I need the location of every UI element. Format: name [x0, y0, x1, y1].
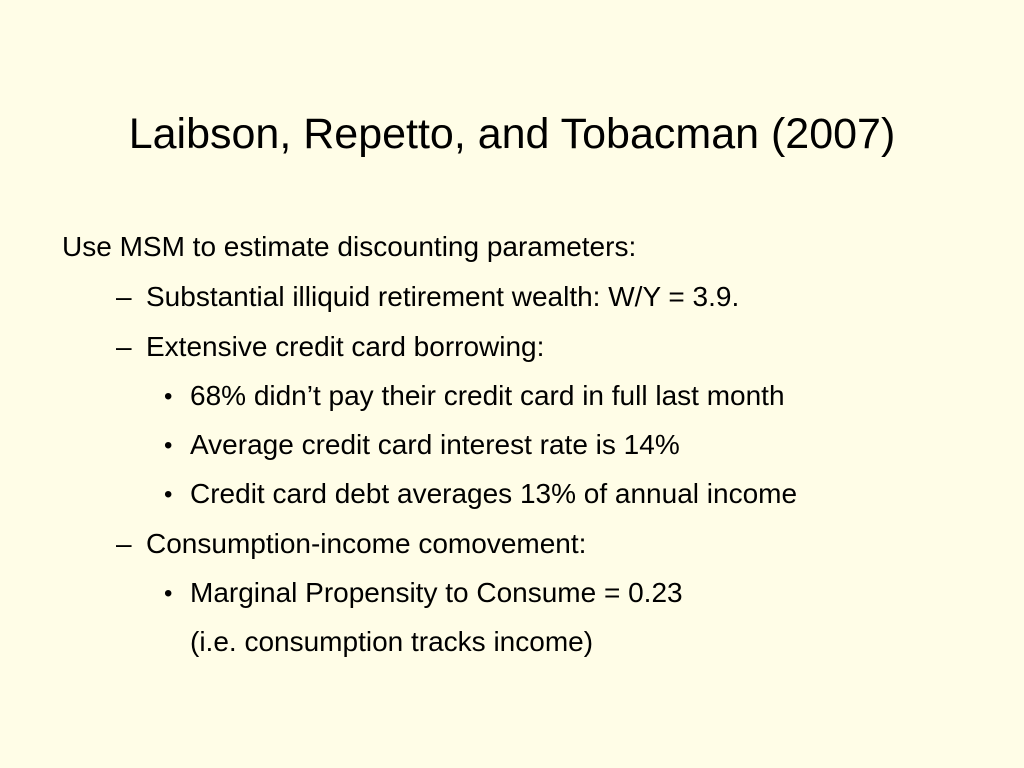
list-item-credit-card-borrowing: Extensive credit card borrowing:	[146, 331, 545, 362]
bullet-marker: •	[164, 432, 173, 459]
list-item-illiquid-wealth: Substantial illiquid retirement wealth: …	[146, 281, 740, 312]
intro-line: Use MSM to estimate discounting paramete…	[62, 231, 637, 262]
sub-item-interest-rate: Average credit card interest rate is 14%	[190, 429, 680, 460]
sub-item-debt-income: Credit card debt averages 13% of annual …	[190, 478, 798, 509]
bullet-marker: •	[164, 580, 173, 607]
slide-title: Laibson, Repetto, and Tobacman (2007)	[128, 110, 896, 158]
sub-item-continuation: (i.e. consumption tracks income)	[190, 626, 594, 657]
bullet-marker: •	[164, 383, 173, 410]
sub-item-mpc: Marginal Propensity to Consume = 0.23	[190, 577, 683, 608]
dash-marker: –	[116, 281, 132, 312]
list-item-comovement: Consumption-income comovement:	[146, 528, 587, 559]
dash-marker: –	[116, 331, 132, 362]
dash-marker: –	[116, 528, 132, 559]
sub-item-didnt-pay: 68% didn’t pay their credit card in full…	[190, 380, 785, 411]
bullet-marker: •	[164, 481, 173, 508]
